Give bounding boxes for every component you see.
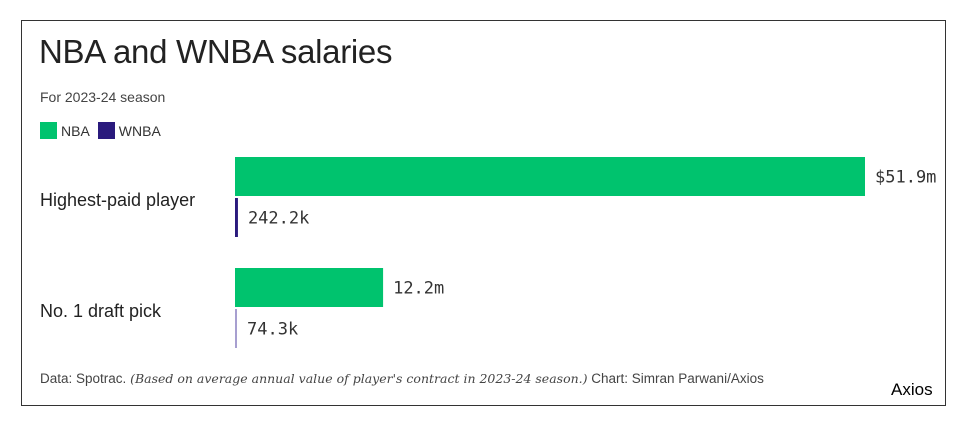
data-label-nba: 12.2m — [393, 279, 444, 299]
brand-label: Axios — [891, 380, 933, 399]
data-label-wnba: 242.2k — [248, 209, 309, 229]
bar-nba — [235, 157, 865, 196]
chart-footer: Data: Spotrac. (Based on average annual … — [40, 371, 764, 386]
chart-subtitle: For 2023-24 season — [40, 89, 166, 105]
legend-label-wnba: WNBA — [118, 122, 161, 139]
legend-swatch-wnba — [97, 122, 115, 139]
category-label: No. 1 draft pick — [40, 301, 162, 321]
bar-nba — [235, 268, 384, 307]
footer-credit: Chart: Simran Parwani/Axios — [591, 371, 764, 386]
footer-source: Data: Spotrac. — [40, 371, 127, 386]
data-label-nba: $51.9m — [875, 168, 936, 188]
legend: NBA WNBA — [40, 122, 169, 139]
bar-wnba — [235, 309, 237, 348]
legend-swatch-nba — [40, 122, 57, 139]
bar-wnba — [235, 198, 238, 237]
legend-item-nba: NBA — [40, 122, 90, 139]
footer-note: (Based on average annual value of player… — [130, 371, 588, 386]
chart-title: NBA and WNBA salaries — [39, 33, 393, 70]
chart-frame: NBA and WNBA salaries For 2023-24 season… — [21, 20, 946, 406]
legend-label-nba: NBA — [61, 122, 90, 139]
data-label-wnba: 74.3k — [247, 320, 298, 340]
legend-item-wnba: WNBA — [97, 122, 161, 139]
category-label: Highest-paid player — [40, 190, 195, 210]
